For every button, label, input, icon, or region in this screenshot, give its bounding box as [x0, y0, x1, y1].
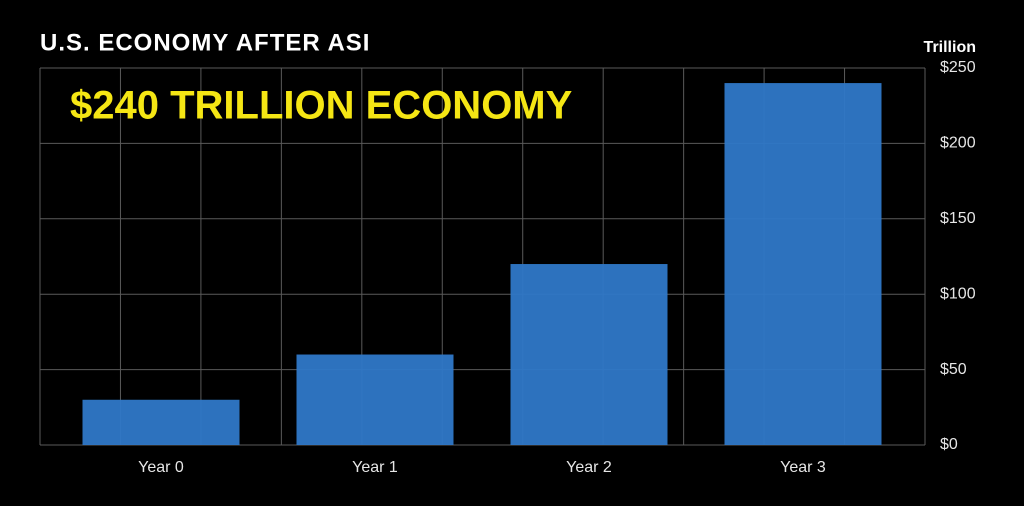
y-tick-label: $100: [940, 285, 976, 302]
bar: [724, 83, 882, 445]
bar: [510, 264, 668, 445]
bar: [296, 354, 454, 445]
bar: [82, 399, 240, 445]
y-tick-label: $0: [940, 436, 958, 453]
x-tick-label: Year 2: [566, 459, 612, 476]
bars: [82, 83, 882, 445]
y-tick-label: $200: [940, 135, 976, 152]
x-tick-label: Year 3: [780, 459, 826, 476]
x-tick-label: Year 1: [352, 459, 398, 476]
y-tick-label: $150: [940, 210, 976, 227]
y-tick-label: $250: [940, 59, 976, 76]
chart-title: U.S. ECONOMY AFTER ASI: [40, 29, 370, 56]
axis-unit: Trillion: [924, 39, 976, 56]
annotation: $240 TRILLION ECONOMY: [70, 84, 573, 128]
x-tick-label: Year 0: [138, 459, 184, 476]
y-tick-label: $50: [940, 361, 967, 378]
